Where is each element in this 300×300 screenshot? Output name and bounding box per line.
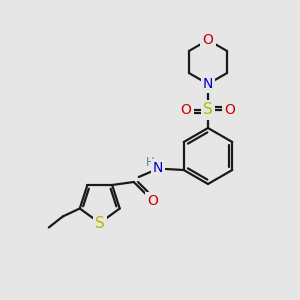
- Text: O: O: [181, 103, 191, 117]
- Text: S: S: [95, 215, 105, 230]
- Text: O: O: [147, 194, 158, 208]
- Text: S: S: [203, 103, 213, 118]
- Text: N: N: [153, 161, 163, 175]
- Text: H: H: [146, 155, 154, 169]
- Text: N: N: [203, 77, 213, 91]
- Text: O: O: [225, 103, 236, 117]
- Text: O: O: [202, 33, 213, 47]
